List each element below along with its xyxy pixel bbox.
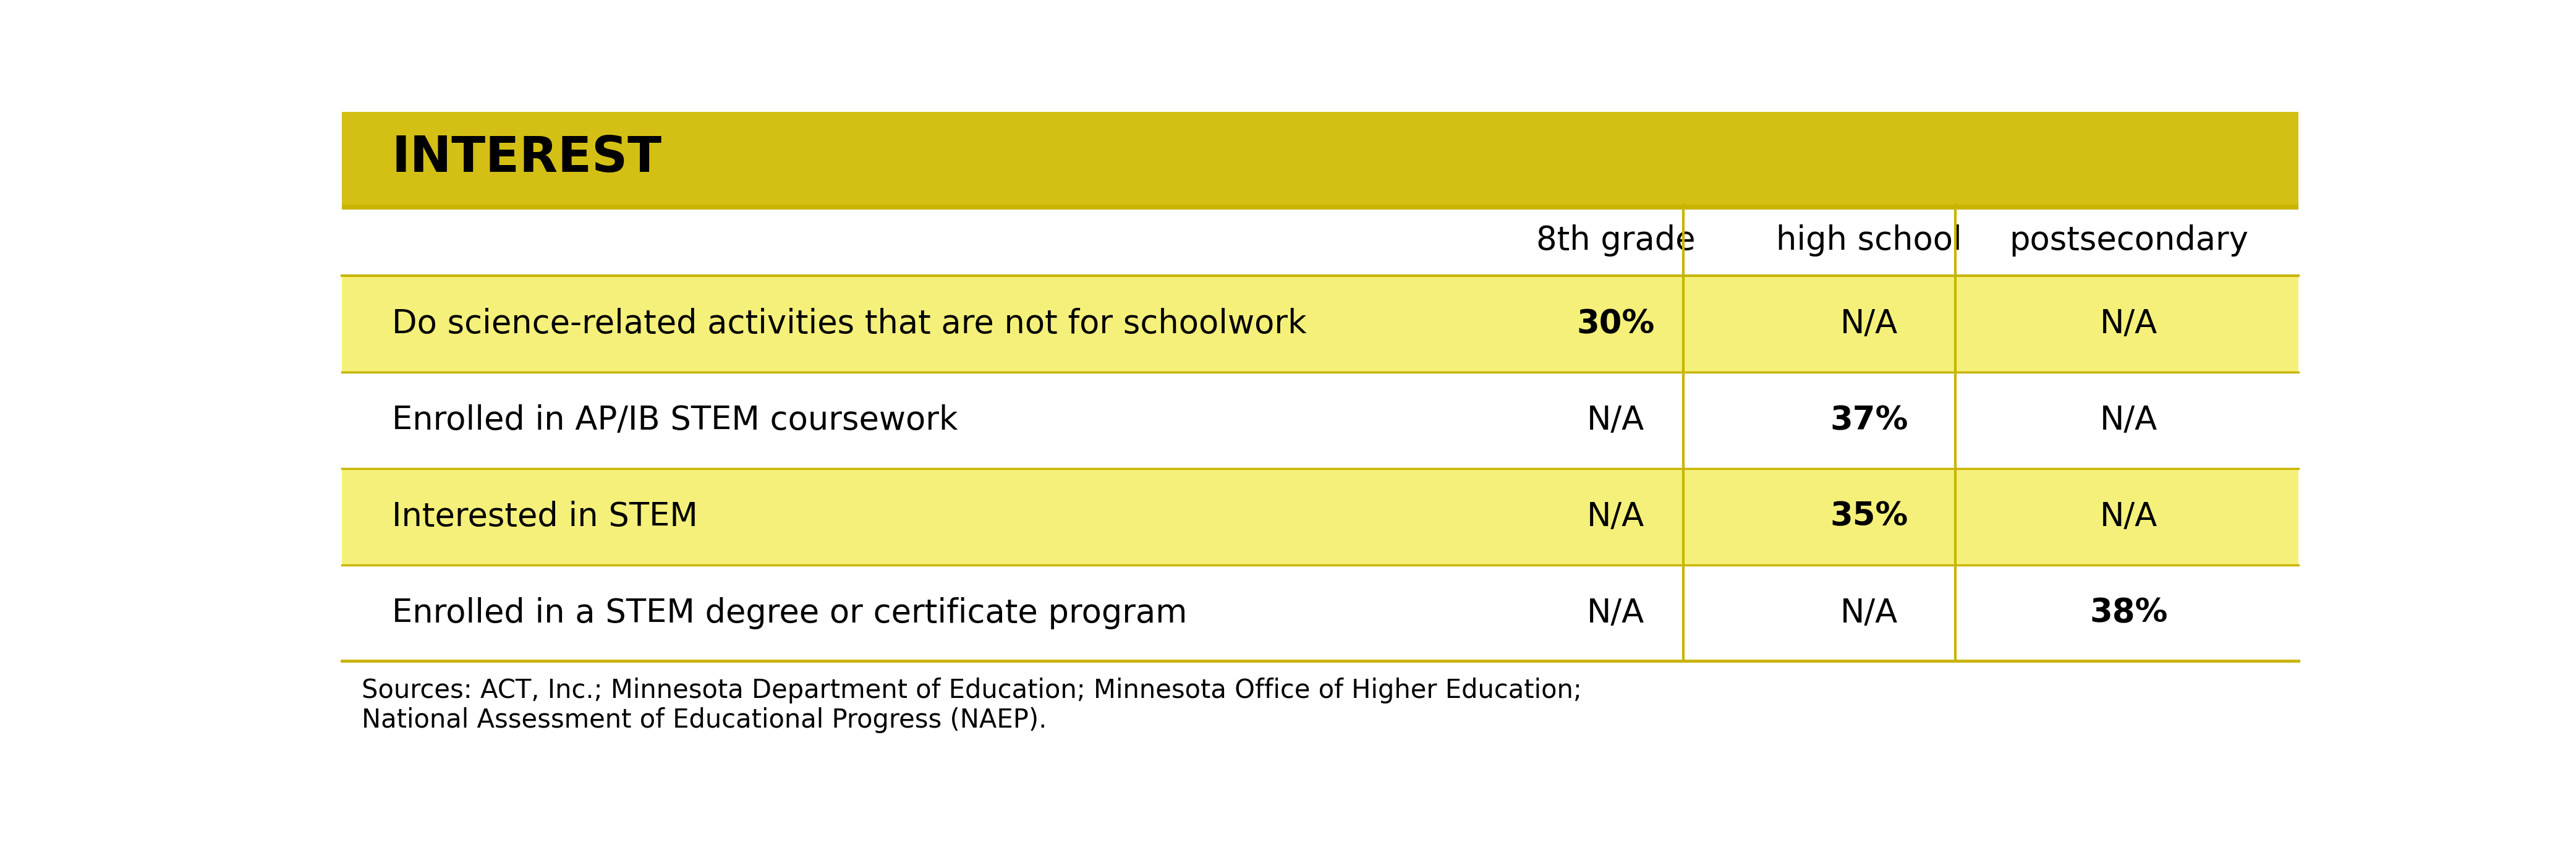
Bar (343, 372, 2298, 468)
Text: N/A: N/A (1839, 597, 1899, 629)
Bar (343, 468, 2298, 564)
Bar (343, 564, 2298, 661)
Text: Enrolled in a STEM degree or certificate program: Enrolled in a STEM degree or certificate… (392, 597, 1188, 629)
Text: N/A: N/A (2099, 308, 2159, 340)
Bar (343, 112, 2298, 205)
Text: postsecondary: postsecondary (2009, 224, 2249, 257)
Text: high school: high school (1777, 224, 1963, 257)
Text: Interested in STEM: Interested in STEM (392, 501, 698, 533)
Text: INTEREST: INTEREST (392, 134, 662, 182)
Text: Enrolled in AP/IB STEM coursework: Enrolled in AP/IB STEM coursework (392, 405, 958, 436)
Text: N/A: N/A (1587, 405, 1643, 436)
Text: 30%: 30% (1577, 308, 1654, 340)
Text: 38%: 38% (2089, 597, 2169, 629)
Text: 37%: 37% (1829, 405, 1909, 436)
Text: N/A: N/A (1839, 308, 1899, 340)
Text: Do science-related activities that are not for schoolwork: Do science-related activities that are n… (392, 308, 1306, 340)
Text: Sources: ACT, Inc.; Minnesota Department of Education; Minnesota Office of Highe: Sources: ACT, Inc.; Minnesota Department… (361, 677, 1582, 734)
Text: 35%: 35% (1829, 501, 1909, 533)
Text: N/A: N/A (1587, 501, 1643, 533)
Text: N/A: N/A (1587, 597, 1643, 629)
Text: N/A: N/A (2099, 405, 2159, 436)
Text: N/A: N/A (2099, 501, 2159, 533)
Bar (343, 276, 2298, 372)
Text: 8th grade: 8th grade (1535, 224, 1695, 257)
Bar (343, 205, 2298, 210)
